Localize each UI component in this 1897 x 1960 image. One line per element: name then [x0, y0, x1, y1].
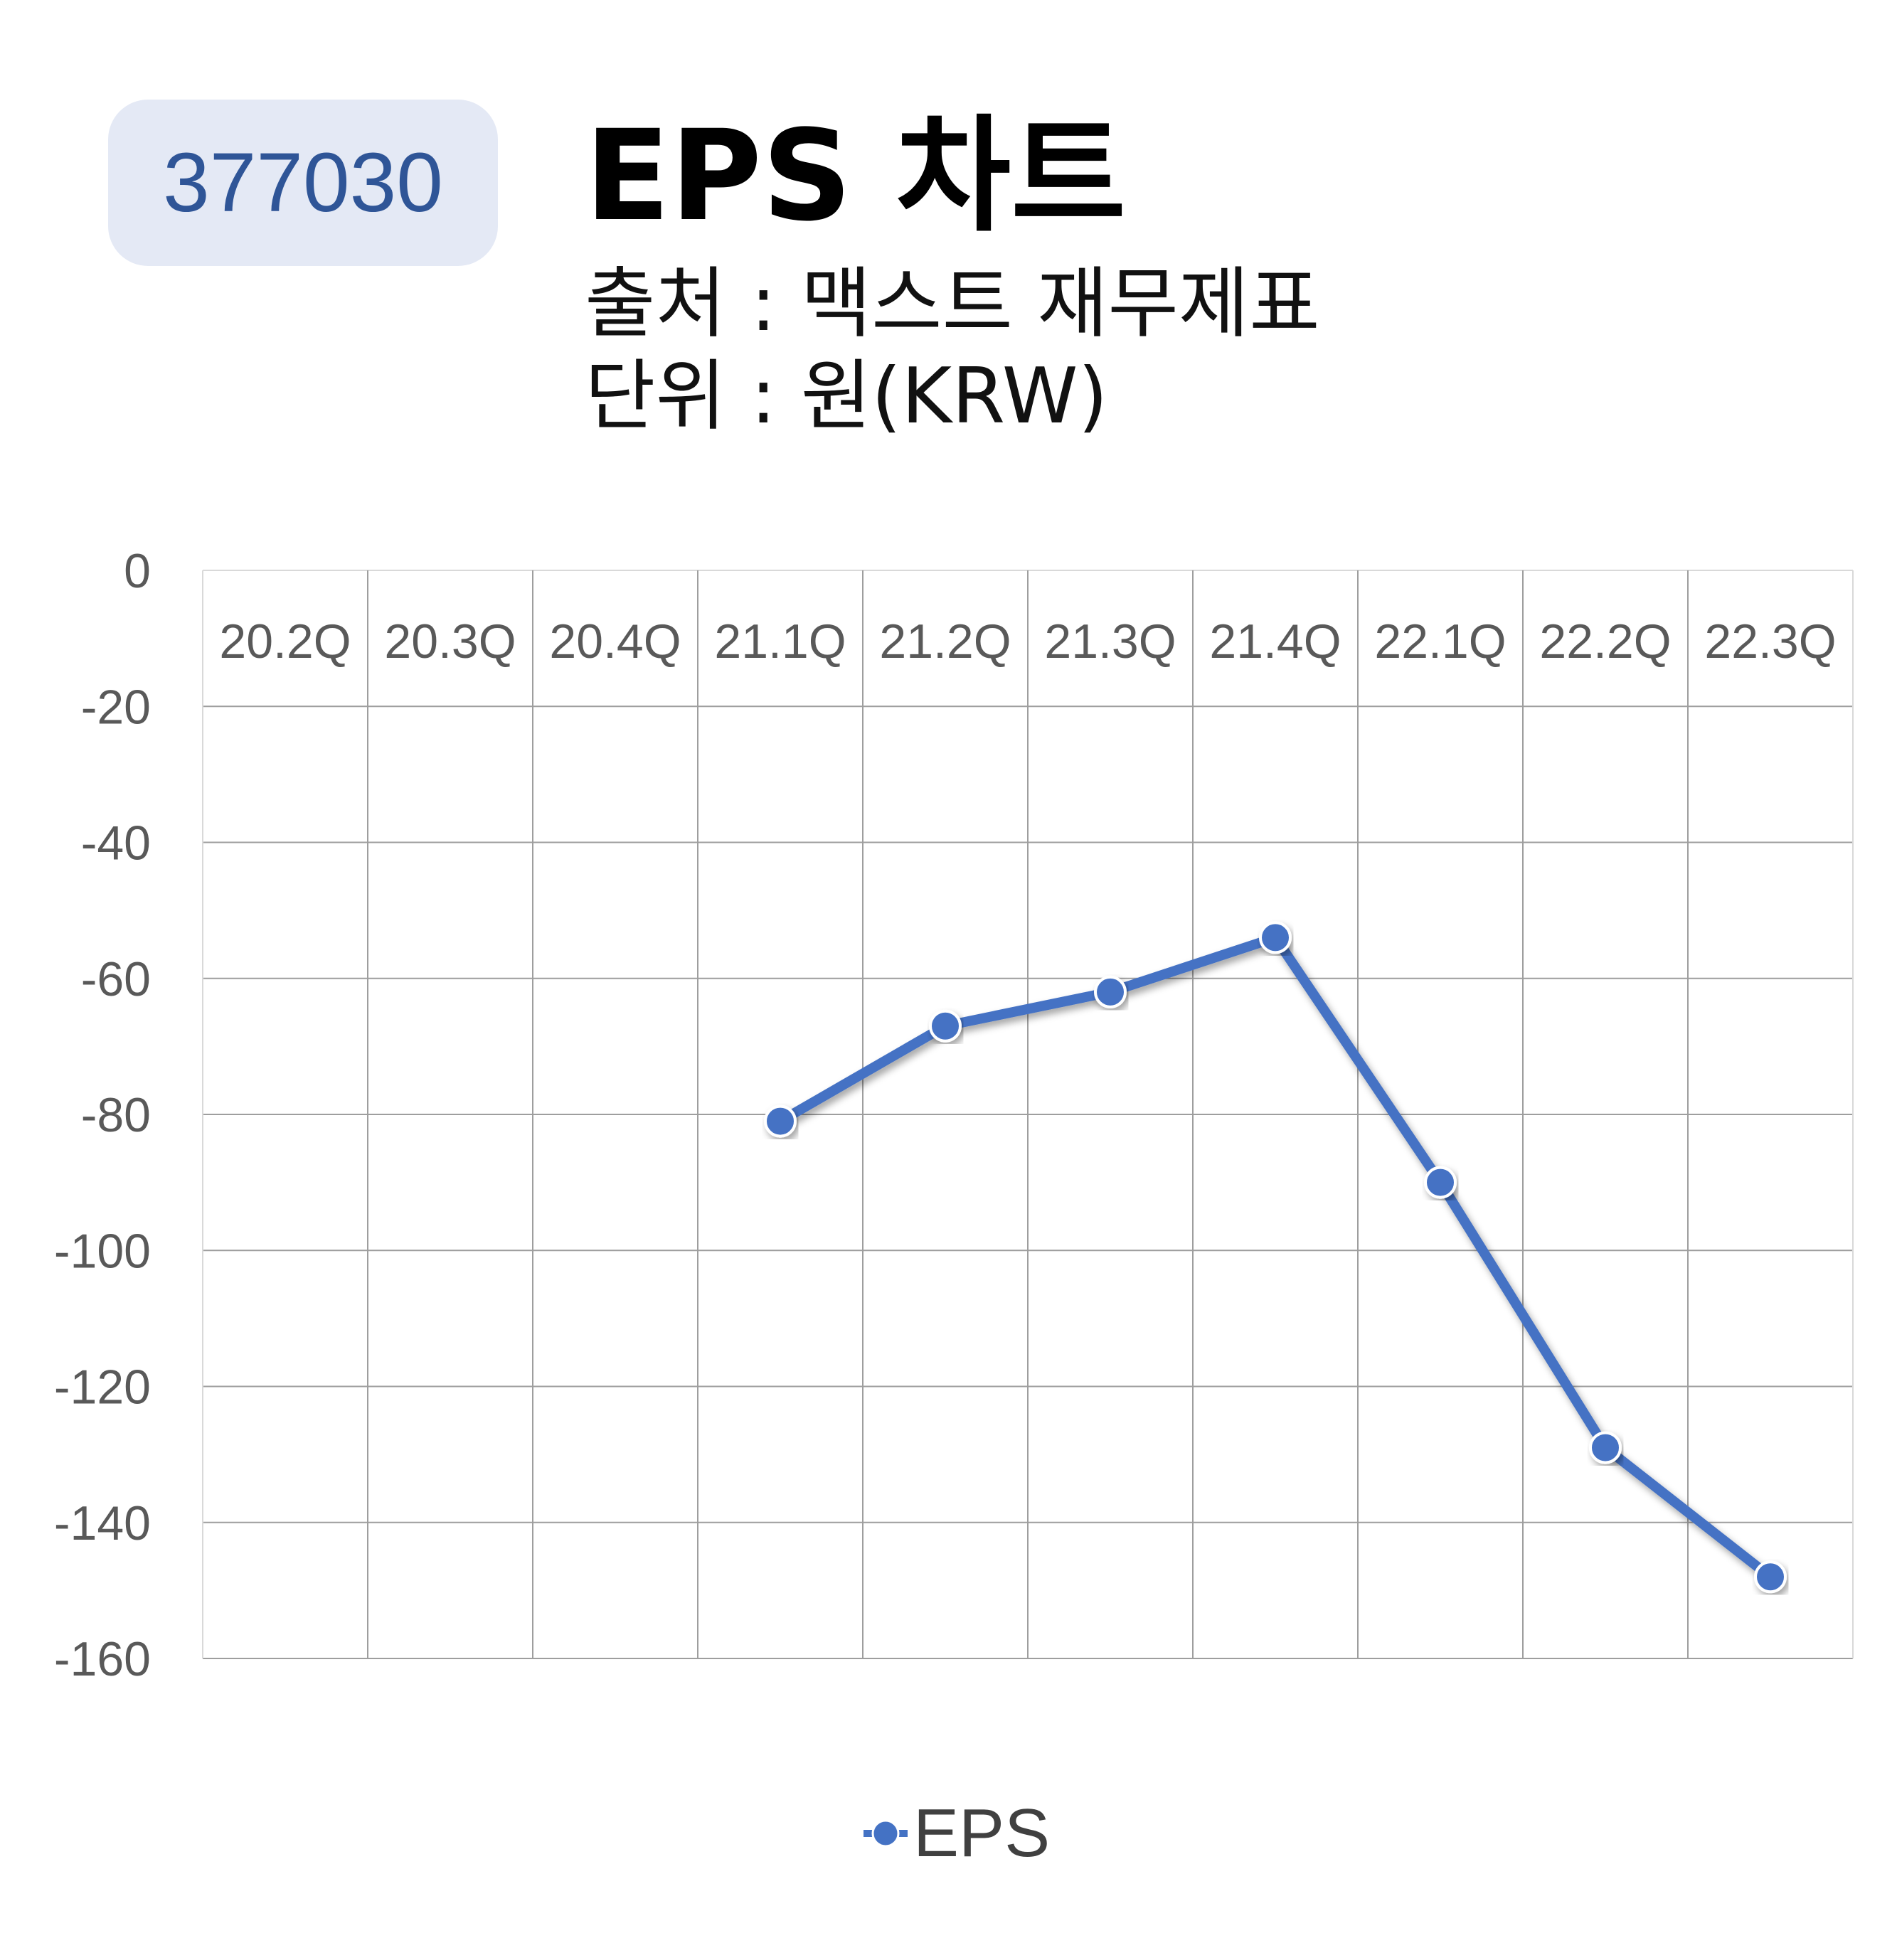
x-tick-label: 21.3Q — [1044, 614, 1176, 669]
y-axis-ticks: 0 -20 -40 -60 -80 -100 -120 -140 -160 — [54, 544, 151, 1686]
y-tick-label: -140 — [54, 1496, 151, 1550]
x-tick-label: 22.1Q — [1374, 614, 1506, 669]
legend: EPS — [861, 1799, 1050, 1868]
data-point — [1259, 921, 1292, 954]
y-tick-label: -80 — [81, 1088, 151, 1142]
legend-marker-icon — [864, 1819, 908, 1848]
data-point — [929, 1009, 962, 1043]
x-tick-label: 21.2Q — [879, 614, 1011, 669]
x-tick-label: 20.4Q — [549, 614, 681, 669]
y-tick-label: 0 — [124, 544, 151, 598]
data-point — [1589, 1431, 1622, 1464]
y-tick-label: -120 — [54, 1360, 151, 1415]
eps-series — [764, 921, 1787, 1594]
chart-title: EPS 차트 — [585, 103, 1127, 249]
y-tick-label: -60 — [81, 952, 151, 1006]
data-point — [1424, 1166, 1457, 1199]
legend-label: EPS — [913, 1795, 1051, 1871]
x-axis-ticks: 20.2Q 20.3Q 20.4Q 21.1Q 21.2Q 21.3Q 21.4Q 22.1Q… — [218, 614, 1837, 669]
x-tick-label: 22.3Q — [1704, 614, 1836, 669]
grid-lines — [202, 570, 1854, 1659]
x-tick-label: 21.4Q — [1209, 614, 1341, 669]
x-tick-label: 20.2Q — [219, 614, 351, 669]
y-tick-label: -160 — [54, 1632, 151, 1686]
data-point — [1094, 975, 1127, 1008]
y-tick-label: -100 — [54, 1224, 151, 1278]
x-tick-label: 22.2Q — [1539, 614, 1671, 669]
y-tick-label: -40 — [81, 816, 151, 870]
source-label: 출처 : 맥스트 재무제표 — [585, 260, 1320, 348]
y-tick-label: -20 — [81, 680, 151, 734]
data-point — [1754, 1560, 1787, 1594]
x-tick-label: 21.1Q — [714, 614, 846, 669]
unit-label: 단위 : 원(KRW) — [585, 352, 1108, 441]
series-line-eps — [775, 932, 1775, 1582]
data-point — [764, 1104, 797, 1138]
ticker-code: 377030 — [163, 136, 443, 230]
x-tick-label: 20.3Q — [384, 614, 516, 669]
ticker-badge: 377030 — [108, 100, 498, 266]
